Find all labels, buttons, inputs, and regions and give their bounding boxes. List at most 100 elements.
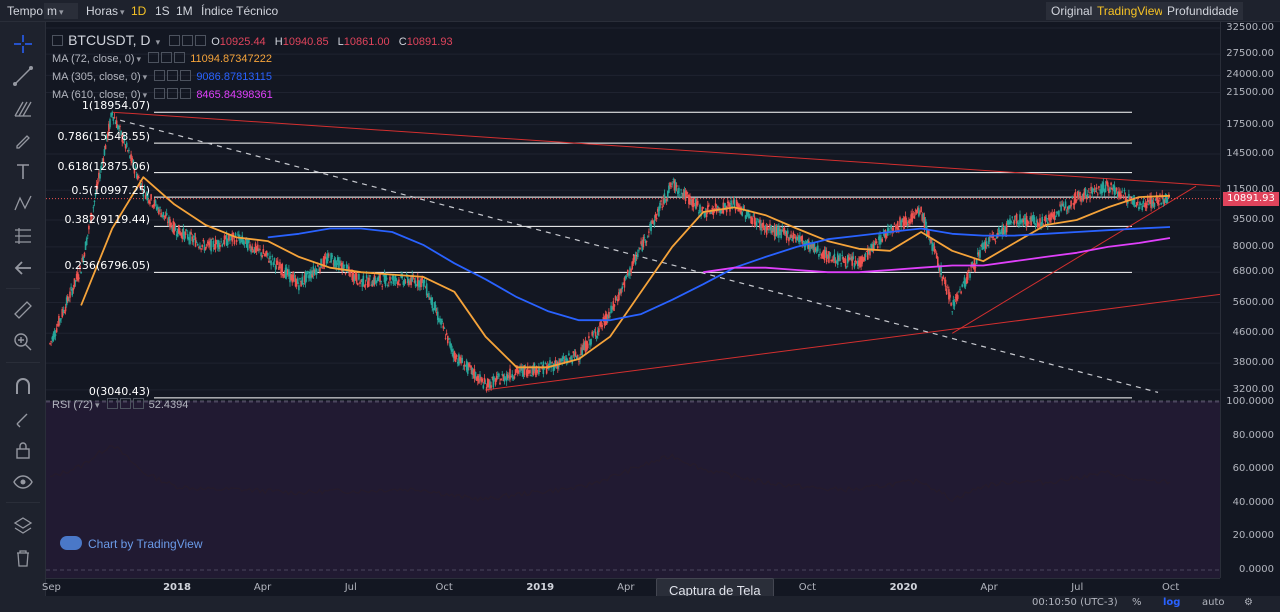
eye-icon[interactable]: [11, 470, 35, 494]
candle-body: [383, 273, 386, 282]
gear-icon[interactable]: [161, 52, 173, 63]
last-price-badge: 10891.93: [1223, 191, 1279, 206]
eye-icon[interactable]: [106, 398, 118, 409]
candle-body: [752, 214, 755, 216]
settings-gear-icon[interactable]: ⚙: [1244, 597, 1253, 608]
ma72-label[interactable]: MA (72, close, 0): [52, 53, 135, 65]
eye-icon[interactable]: [154, 70, 166, 81]
original-view-button[interactable]: Original: [1046, 2, 1098, 20]
lock-icon[interactable]: [11, 438, 35, 462]
candle-body: [699, 204, 701, 213]
collapse-icon[interactable]: [52, 35, 63, 46]
symbol-name[interactable]: BTCUSDT, D: [68, 32, 151, 48]
candle-body: [1092, 189, 1095, 191]
magnet-icon[interactable]: [11, 374, 35, 398]
candle-body: [1083, 188, 1086, 195]
chevron-down-icon[interactable]: ▾: [136, 54, 142, 64]
candle-body: [1046, 221, 1049, 226]
gear-icon[interactable]: [182, 35, 194, 46]
layers-icon[interactable]: [11, 514, 35, 538]
candle-body: [999, 232, 1001, 235]
candle-body: [732, 200, 735, 204]
candle-body: [160, 212, 162, 218]
candle-body: [536, 370, 539, 371]
candle-body: [569, 357, 571, 360]
candle-body: [609, 316, 611, 318]
depth-view-button[interactable]: Profundidade: [1162, 2, 1244, 20]
chevron-down-icon[interactable]: ▾: [142, 72, 148, 82]
candle-body: [846, 255, 849, 264]
candle-body: [298, 285, 300, 291]
text-icon[interactable]: [11, 160, 35, 184]
gear-icon[interactable]: [167, 88, 179, 99]
candle-body: [1068, 205, 1070, 210]
close-icon[interactable]: [180, 88, 192, 99]
candle-body: [181, 232, 184, 239]
range-1d-button[interactable]: 1D: [131, 4, 147, 18]
candle-body: [946, 287, 949, 289]
range-1s-button[interactable]: 1S: [155, 4, 170, 18]
candle-body: [911, 213, 914, 222]
lock-drawing-icon[interactable]: [11, 406, 35, 430]
trendline-icon[interactable]: [11, 64, 35, 88]
close-icon[interactable]: [132, 398, 144, 409]
ma610-label[interactable]: MA (610, close, 0): [52, 89, 141, 101]
chevron-down-icon[interactable]: ▾: [142, 90, 148, 100]
candle-body: [302, 282, 305, 284]
candle-body: [915, 209, 918, 214]
candle-body: [54, 334, 57, 336]
crosshair-icon[interactable]: [11, 32, 35, 56]
chevron-down-icon[interactable]: ▾: [94, 400, 100, 410]
trash-icon[interactable]: [11, 546, 35, 570]
eye-icon[interactable]: [148, 52, 160, 63]
candle-body: [796, 237, 799, 239]
indicators-button[interactable]: Índice Técnico: [201, 4, 279, 18]
candle-body: [592, 333, 595, 335]
brush-icon[interactable]: [11, 128, 35, 152]
candle-body: [799, 236, 801, 243]
candle-body: [512, 377, 515, 379]
eye-icon[interactable]: [169, 35, 181, 46]
time-scale[interactable]: Sep2018AprJulOct2019AprJulOct2020AprJulO…: [42, 578, 1220, 596]
gear-icon[interactable]: [167, 70, 179, 81]
percent-toggle[interactable]: %: [1132, 597, 1142, 608]
ruler-icon[interactable]: [11, 298, 35, 322]
rsi-label[interactable]: RSI (72): [52, 399, 93, 411]
price-tick-label: 11500.00: [1226, 184, 1274, 196]
hours-select[interactable]: Horas ▾: [83, 3, 128, 19]
candle-body: [1151, 199, 1154, 207]
chevron-down-icon[interactable]: ▾: [155, 37, 161, 47]
candle-body: [898, 229, 900, 230]
candle-body: [781, 227, 784, 229]
close-icon[interactable]: [195, 35, 207, 46]
candle-body: [1019, 214, 1021, 224]
candle-body: [906, 224, 909, 226]
prediction-icon[interactable]: [11, 224, 35, 248]
price-chart[interactable]: [46, 22, 1220, 578]
pitchfork-icon[interactable]: [11, 96, 35, 120]
ma305-label[interactable]: MA (305, close, 0): [52, 71, 141, 83]
interval-select[interactable]: m ▾: [44, 3, 78, 19]
candle-body: [998, 227, 1000, 233]
close-icon[interactable]: [180, 70, 192, 81]
candle-body: [868, 248, 870, 255]
candle-body: [670, 186, 672, 187]
candle-body: [856, 261, 859, 267]
candle-body: [801, 235, 804, 244]
log-toggle[interactable]: log: [1163, 597, 1181, 608]
zoom-in-icon[interactable]: [11, 330, 35, 354]
candle-body: [79, 265, 81, 269]
candle-body: [1130, 198, 1132, 200]
eye-icon[interactable]: [154, 88, 166, 99]
tradingview-view-button[interactable]: TradingView: [1092, 2, 1169, 20]
gear-icon[interactable]: [119, 398, 131, 409]
range-1m-button[interactable]: 1M: [176, 4, 193, 18]
arrow-left-icon[interactable]: [11, 256, 35, 280]
tradingview-watermark[interactable]: Chart by TradingView: [60, 536, 203, 551]
close-icon[interactable]: [174, 52, 186, 63]
auto-toggle[interactable]: auto: [1202, 597, 1225, 608]
pattern-icon[interactable]: [11, 192, 35, 216]
price-scale[interactable]: 32500.00 27500.00 24000.00 21500.00 17500.00…: [1220, 22, 1280, 578]
candle-body: [962, 281, 965, 283]
candle-body: [266, 252, 269, 256]
